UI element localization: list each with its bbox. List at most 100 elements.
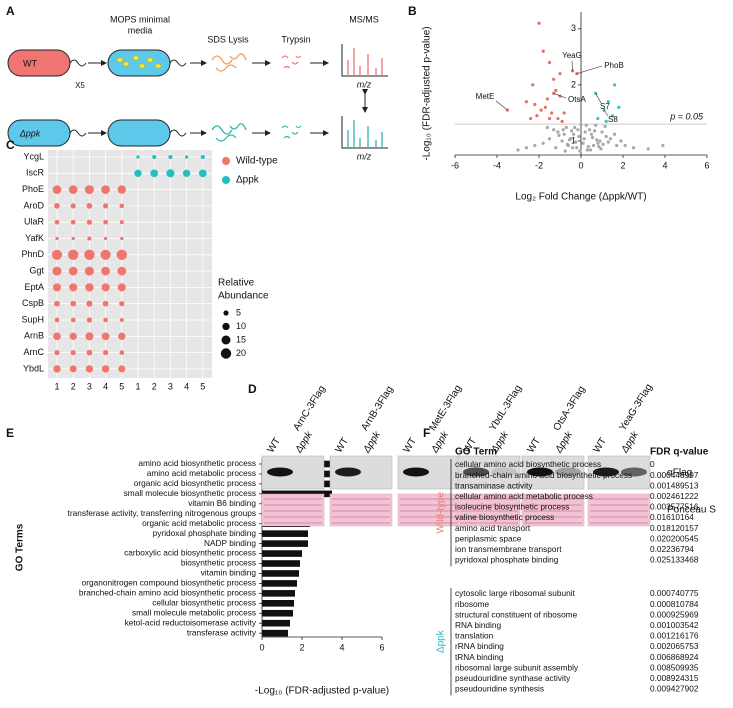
point: [571, 146, 575, 150]
column-label: 1: [135, 381, 140, 391]
dot: [85, 332, 94, 341]
x-tick-label: -6: [451, 160, 459, 170]
row-label: PhoE: [22, 184, 44, 194]
row-label: Ggt: [29, 265, 44, 275]
dot: [101, 283, 110, 292]
row-label: ArnC: [23, 347, 44, 357]
leader-line: [571, 60, 573, 71]
x-tick-label: 6: [379, 642, 384, 652]
size-legend-key: [223, 310, 229, 316]
q-value: 0.000925969: [650, 609, 699, 619]
point: [646, 147, 650, 151]
go-term: cellular amino acid metabolic process: [455, 491, 593, 501]
dot: [68, 266, 78, 276]
dot: [69, 365, 77, 373]
cell-in-media: [107, 119, 171, 147]
point: [561, 128, 565, 132]
size-legend-label: 5: [236, 307, 241, 317]
point: [575, 146, 579, 150]
dot: [101, 185, 110, 194]
go-term: tRNA binding: [455, 652, 504, 662]
point: [582, 137, 586, 141]
wt-cell: [7, 49, 71, 77]
q-value: 0.001489513: [650, 480, 699, 490]
dot: [136, 155, 140, 159]
point: [567, 138, 572, 142]
annotation: OtsA: [568, 95, 586, 104]
dot: [119, 220, 124, 225]
dot: [184, 155, 189, 159]
band: [491, 467, 517, 477]
dot: [85, 283, 94, 292]
point: [569, 129, 574, 133]
x-axis-label: Log₂ Fold Change (Δppk/WT): [515, 192, 646, 203]
point: [576, 128, 580, 132]
dot: [168, 154, 173, 160]
dot: [84, 266, 94, 276]
column-label: 5: [200, 381, 205, 391]
point: [603, 124, 607, 128]
lane-label: WT: [333, 436, 351, 455]
spectrum: [341, 44, 388, 77]
category-label: organic acid biosynthetic process: [134, 478, 256, 488]
category-label: ketol-acid reductoisomerase activity: [125, 617, 257, 627]
group-label: Δppk: [436, 629, 447, 653]
point: [593, 129, 597, 133]
dot: [54, 219, 60, 225]
group-label: Wild-type: [436, 491, 447, 533]
column-header: FDR q-value: [650, 447, 709, 458]
point: [600, 130, 604, 134]
lysate: [211, 123, 247, 142]
dot: [69, 283, 78, 292]
x-tick-label: 0: [259, 642, 264, 652]
column-label: 4: [103, 381, 108, 391]
dot: [52, 185, 62, 194]
dot: [70, 203, 76, 209]
y-axis-label: GO Terms: [15, 523, 26, 571]
dot: [68, 185, 78, 194]
column-header: GO Term: [455, 447, 497, 458]
panel-label: B: [408, 4, 417, 18]
lane-label: Δppk: [293, 429, 315, 456]
leader-line: [553, 93, 567, 99]
dot: [53, 365, 61, 373]
point: [596, 116, 600, 121]
legend-label: Wild-type: [236, 156, 278, 167]
go-term: pyridoxal phosphate binding: [455, 555, 559, 565]
panel-label: C: [6, 138, 15, 152]
point: [581, 141, 585, 145]
strain-label: WT: [23, 58, 37, 68]
point: [547, 60, 552, 65]
point: [558, 72, 562, 76]
go-term: branched-chain amino acid biosynthetic p…: [455, 470, 632, 480]
row-label: SupH: [21, 314, 44, 324]
dot: [70, 219, 76, 225]
y-tick-label: 3: [571, 23, 576, 33]
bar: [262, 550, 302, 557]
point: [597, 144, 601, 149]
x-tick-label: -2: [535, 160, 543, 170]
category-label: cellular biosynthetic process: [152, 597, 256, 607]
point: [586, 144, 590, 149]
row-label: YafK: [25, 233, 44, 243]
q-value: 0.008509935: [650, 662, 699, 672]
dot: [85, 365, 94, 373]
band: [555, 467, 581, 477]
blot-row-label: αFlag: [667, 468, 692, 479]
media-label: media: [128, 25, 153, 35]
q-value: 0: [650, 459, 655, 469]
media-label: MOPS minimal: [110, 14, 170, 24]
dot: [86, 349, 93, 356]
bar: [262, 609, 293, 617]
go-term: ribosomal large subunit assembly: [455, 662, 579, 672]
dot: [87, 236, 92, 241]
go-term: ribosome: [455, 599, 490, 609]
dot: [198, 169, 207, 178]
category-label: small molecule biosynthetic process: [124, 488, 256, 498]
dot: [100, 249, 111, 260]
bar: [262, 600, 294, 607]
q-value: 0.000810784: [650, 599, 699, 609]
